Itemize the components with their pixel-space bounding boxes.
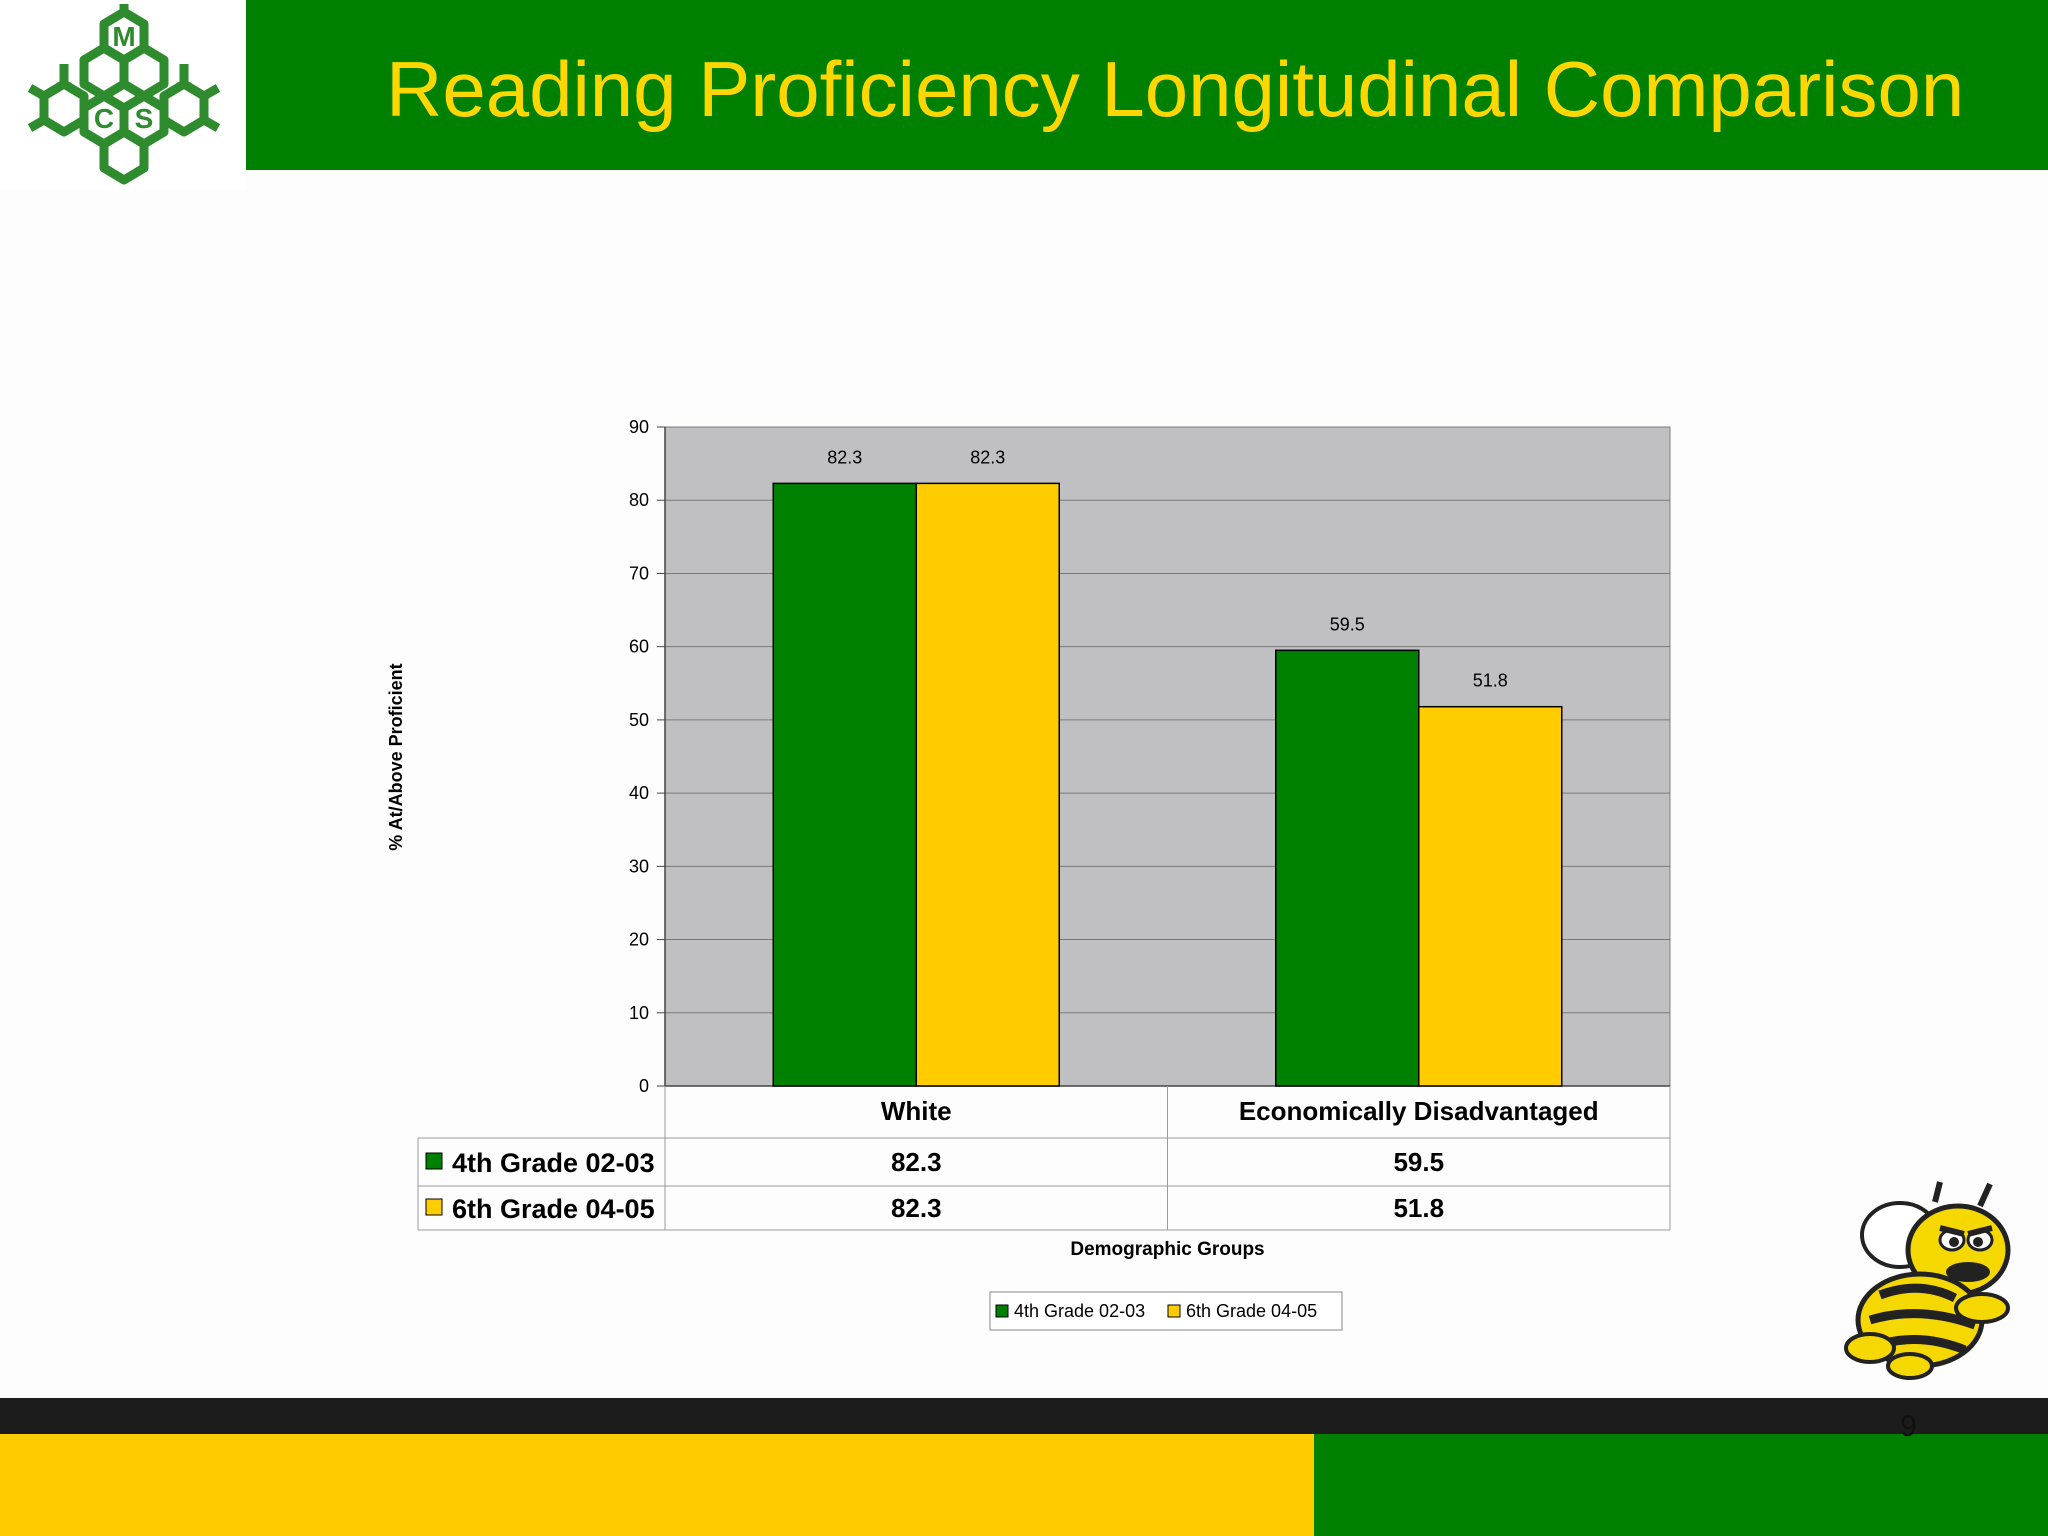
y-tick-label: 70: [629, 563, 649, 583]
logo-letter-s: S: [135, 103, 154, 134]
bar: [772, 482, 917, 1087]
table-legend-key: [425, 1152, 443, 1170]
y-tick-label: 30: [629, 856, 649, 876]
table-series-label: 4th Grade 02-03: [452, 1148, 655, 1178]
legend-swatch: [1167, 1304, 1181, 1318]
y-axis-title: % At/Above Proficient: [386, 663, 406, 850]
footer-green-band: [1314, 1434, 2048, 1536]
y-tick-label: 0: [639, 1076, 649, 1096]
data-label: 82.3: [970, 447, 1005, 467]
x-tick-label: Economically Disadvantaged: [1239, 1096, 1599, 1126]
table-cell: 59.5: [1393, 1147, 1444, 1177]
table-cell: 82.3: [891, 1193, 942, 1223]
y-tick-label: 50: [629, 710, 649, 730]
legend-label: 4th Grade 02-03: [1014, 1301, 1145, 1321]
mcs-logo: M C S: [0, 0, 246, 190]
bee-mascot-icon: [1840, 1180, 2030, 1380]
table-legend-key: [425, 1198, 443, 1216]
bar: [915, 482, 1060, 1087]
y-tick-label: 60: [629, 637, 649, 657]
table-cell: 51.8: [1393, 1193, 1444, 1223]
bar: [1275, 649, 1420, 1087]
y-tick-label: 40: [629, 783, 649, 803]
legend-swatch: [995, 1304, 1009, 1318]
footer-yellow-band: [0, 1434, 1314, 1536]
y-tick-label: 20: [629, 930, 649, 950]
data-label: 82.3: [827, 447, 862, 467]
table-series-label: 6th Grade 04-05: [452, 1194, 655, 1224]
table-cell: 82.3: [891, 1147, 942, 1177]
bar: [1418, 705, 1563, 1087]
x-axis-title: Demographic Groups: [1070, 1239, 1264, 1260]
page-title: Reading Proficiency Longitudinal Compari…: [386, 45, 1965, 133]
logo-letter-c: C: [94, 103, 114, 134]
x-tick-label: White: [881, 1096, 952, 1126]
legend-box: [989, 1291, 1343, 1331]
page-number: 9: [1900, 1410, 1917, 1443]
legend-label: 6th Grade 04-05: [1186, 1301, 1317, 1321]
bar-chart: 0 10 20 30 40 50 60 70 80 90 82.3 82.3 59.5 51.8 % At/…: [386, 417, 1671, 1331]
y-tick-label: 80: [629, 490, 649, 510]
data-label: 51.8: [1473, 671, 1508, 691]
data-label: 59.5: [1330, 614, 1365, 634]
title-bar: Reading Proficiency Longitudinal Compari…: [246, 0, 2048, 170]
y-tick-label: 10: [629, 1003, 649, 1023]
logo-letter-m: M: [112, 21, 135, 52]
y-tick-label: 90: [629, 417, 649, 437]
footer-dark-band: [0, 1398, 2048, 1434]
